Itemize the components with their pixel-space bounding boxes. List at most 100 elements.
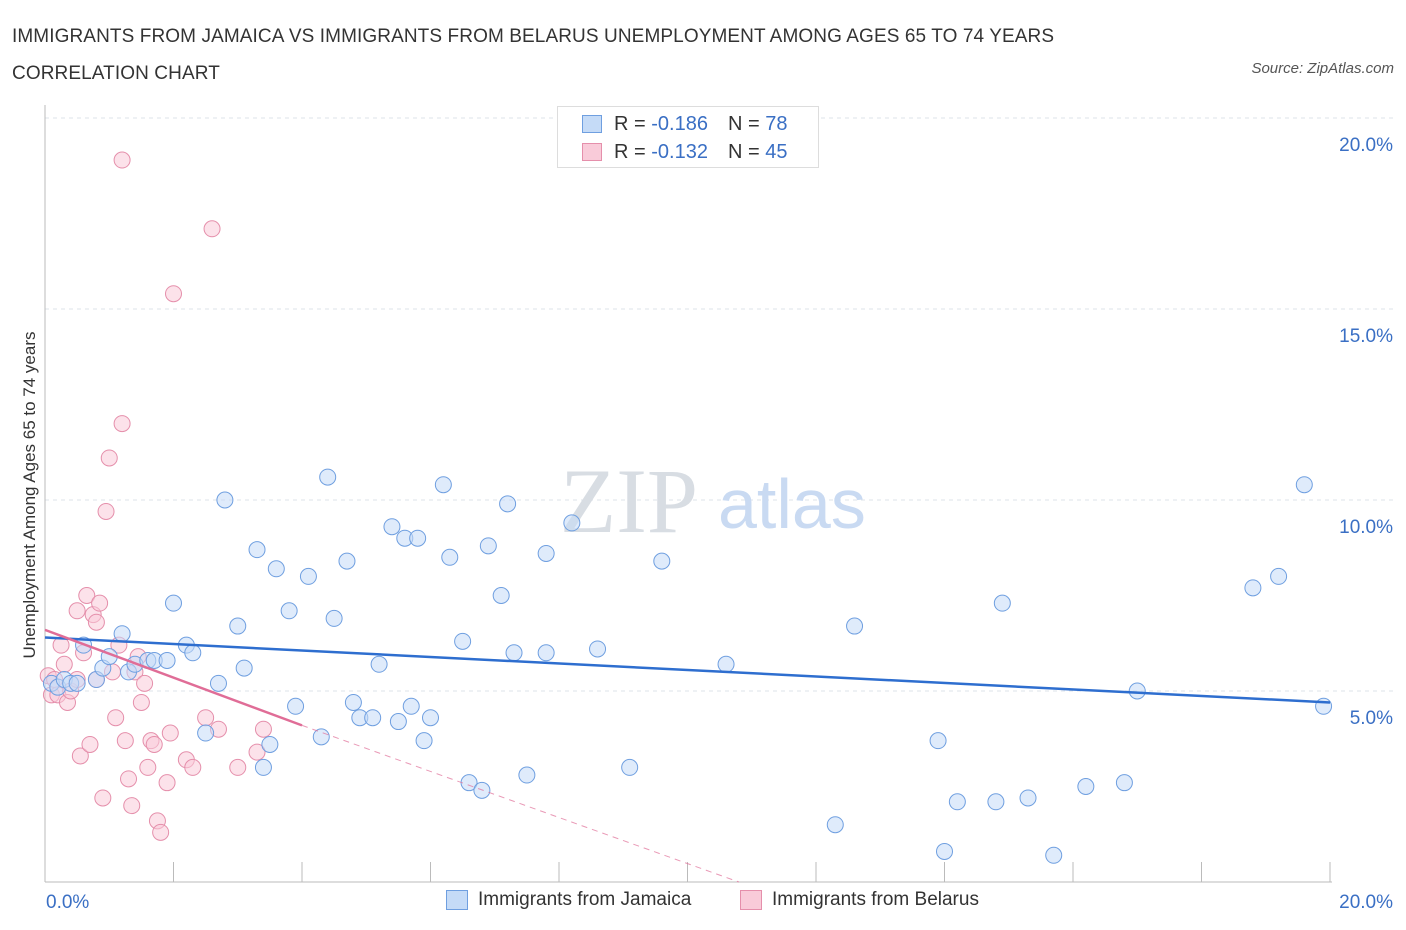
series-jamaica-points bbox=[42, 468, 1333, 864]
jamaica-point bbox=[280, 602, 298, 620]
n-label: N = bbox=[727, 112, 766, 135]
belarus-point bbox=[94, 789, 112, 807]
belarus-point bbox=[229, 758, 247, 776]
belarus-point bbox=[161, 724, 179, 742]
r-value: -0.186 bbox=[651, 112, 708, 135]
jamaica-point bbox=[229, 617, 247, 635]
jamaica-point bbox=[338, 552, 356, 570]
jamaica-point bbox=[1019, 789, 1037, 807]
belarus-trend-extension bbox=[301, 724, 740, 883]
belarus-point bbox=[120, 770, 138, 788]
jamaica-point bbox=[261, 735, 279, 753]
legend-item-belarus[interactable]: Immigrants from Belarus bbox=[740, 889, 979, 911]
belarus-point bbox=[91, 594, 109, 612]
belarus-point bbox=[55, 655, 73, 673]
jamaica-point bbox=[987, 793, 1005, 811]
jamaica-point bbox=[409, 529, 427, 547]
jamaica-point bbox=[1128, 682, 1146, 700]
belarus-point bbox=[139, 758, 157, 776]
jamaica-point bbox=[267, 560, 285, 578]
jamaica-point bbox=[518, 766, 536, 784]
jamaica-point bbox=[299, 567, 317, 585]
r-value: -0.132 bbox=[651, 140, 708, 163]
belarus-point bbox=[116, 732, 134, 750]
jamaica-point bbox=[344, 693, 362, 711]
belarus-point bbox=[248, 743, 266, 761]
watermark-atlas: atlas bbox=[718, 465, 866, 543]
belarus-point bbox=[113, 415, 131, 433]
n-label: N = bbox=[727, 140, 766, 163]
legend-swatch-belarus bbox=[740, 890, 762, 910]
jamaica-point bbox=[717, 655, 735, 673]
belarus-point bbox=[132, 693, 150, 711]
stats-swatch-belarus bbox=[582, 143, 602, 161]
belarus-trend-line bbox=[44, 628, 303, 727]
jamaica-point bbox=[492, 587, 510, 604]
jamaica-point bbox=[165, 594, 182, 612]
jamaica-point bbox=[563, 514, 581, 532]
jamaica-point bbox=[936, 842, 953, 860]
trend-lines bbox=[44, 628, 1331, 883]
belarus-point bbox=[136, 674, 154, 692]
jamaica-point bbox=[312, 728, 330, 746]
watermark-zip: ZIP bbox=[560, 450, 698, 552]
jamaica-point bbox=[505, 644, 523, 662]
jamaica-point bbox=[319, 468, 337, 486]
tick-labels: 5.0% 10.0% 15.0% 20.0% 0.0% 20.0% bbox=[46, 135, 1393, 913]
jamaica-point bbox=[846, 617, 864, 635]
legend-label: Immigrants from Jamaica bbox=[478, 889, 692, 910]
jamaica-point bbox=[537, 644, 555, 662]
belarus-point bbox=[87, 613, 105, 631]
belarus-point bbox=[254, 720, 272, 738]
n-value: 45 bbox=[765, 140, 788, 163]
jamaica-point bbox=[209, 674, 227, 692]
jamaica-point bbox=[422, 709, 439, 727]
jamaica-point bbox=[370, 655, 388, 673]
jamaica-point bbox=[948, 793, 966, 811]
jamaica-point bbox=[415, 732, 433, 750]
belarus-point bbox=[145, 735, 163, 753]
belarus-point bbox=[184, 758, 202, 776]
belarus-point bbox=[158, 774, 176, 792]
jamaica-point bbox=[389, 713, 407, 731]
belarus-point bbox=[123, 797, 141, 815]
stats-swatch-jamaica bbox=[582, 115, 602, 133]
jamaica-point bbox=[826, 816, 844, 834]
jamaica-point bbox=[197, 724, 215, 742]
jamaica-trend-line bbox=[44, 636, 1331, 704]
stats-box: R = -0.186 N = 78 R = -0.132 N = 45 bbox=[557, 106, 819, 168]
jamaica-point bbox=[1115, 774, 1133, 792]
legend-item-jamaica[interactable]: Immigrants from Jamaica bbox=[446, 889, 691, 911]
jamaica-point bbox=[383, 518, 401, 536]
belarus-point bbox=[68, 602, 86, 620]
jamaica-point bbox=[434, 476, 452, 494]
jamaica-point bbox=[1244, 579, 1262, 597]
jamaica-point bbox=[1295, 476, 1313, 494]
belarus-point bbox=[100, 449, 118, 467]
r-label: R = bbox=[614, 112, 652, 135]
y-tick-label: 10.0% bbox=[1339, 517, 1393, 538]
belarus-point bbox=[78, 587, 96, 604]
grid-lines bbox=[45, 117, 1395, 692]
chart-title: IMMIGRANTS FROM JAMAICA VS IMMIGRANTS FR… bbox=[12, 26, 1055, 84]
jamaica-point bbox=[441, 548, 459, 566]
jamaica-point bbox=[158, 651, 176, 669]
x-tick-label: 20.0% bbox=[1339, 892, 1393, 913]
r-label: R = bbox=[614, 140, 652, 163]
jamaica-point bbox=[402, 697, 420, 715]
jamaica-point bbox=[537, 544, 555, 562]
jamaica-point bbox=[653, 552, 671, 570]
jamaica-point bbox=[589, 640, 607, 658]
jamaica-point bbox=[993, 594, 1011, 612]
n-value: 78 bbox=[765, 112, 788, 135]
jamaica-point bbox=[254, 758, 272, 776]
jamaica-point bbox=[454, 632, 472, 650]
legend-swatch-jamaica bbox=[446, 890, 468, 910]
series-belarus-points bbox=[39, 151, 272, 841]
belarus-point bbox=[107, 709, 125, 727]
jamaica-point bbox=[216, 491, 234, 509]
jamaica-point bbox=[1270, 567, 1288, 585]
jamaica-point bbox=[68, 674, 86, 692]
jamaica-point bbox=[287, 697, 305, 715]
jamaica-point bbox=[325, 609, 343, 627]
